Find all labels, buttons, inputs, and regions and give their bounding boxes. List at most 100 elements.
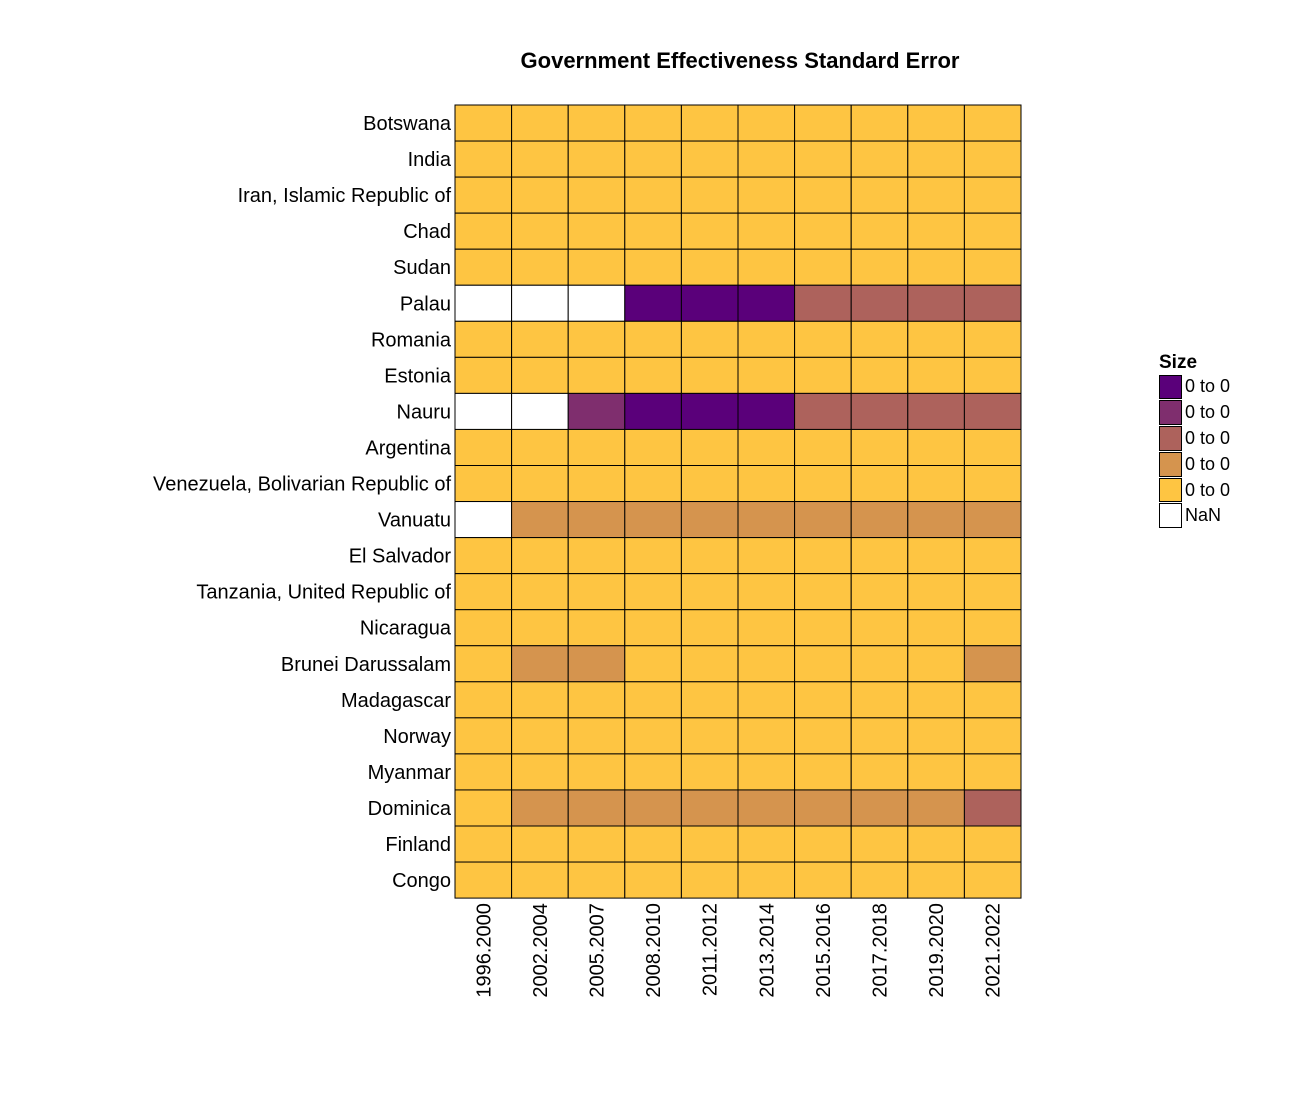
heatmap-cell (511, 681, 569, 719)
heatmap-cell (511, 717, 569, 755)
y-tick-label: Vanuatu (378, 510, 451, 532)
heatmap-cell (624, 573, 682, 611)
heatmap-cell (850, 212, 909, 250)
heatmap-cell (624, 428, 682, 467)
heatmap-cell (850, 284, 909, 322)
heatmap-cell (963, 645, 1022, 683)
y-tick-label: El Salvador (349, 546, 452, 568)
legend-label: 0 to 0 (1185, 427, 1231, 448)
legend-label: 0 to 0 (1185, 453, 1231, 474)
heatmap-cell (794, 465, 852, 503)
heatmap-cell (567, 140, 626, 178)
heatmap-cell (511, 789, 569, 827)
heatmap-cell (850, 825, 909, 863)
heatmap-cell (624, 681, 682, 719)
heatmap-cell (454, 356, 513, 394)
heatmap-cell (907, 789, 965, 827)
heatmap-cell (624, 501, 682, 539)
heatmap-cell (680, 681, 739, 719)
heatmap-cell (850, 573, 909, 611)
heatmap-cell (963, 609, 1022, 647)
legend: Size 0 to 0 0 to 0 0 to 0 0 to 0 0 to 0 NaN (1159, 351, 1230, 529)
heatmap-cell (511, 537, 569, 575)
y-tick-label: Madagascar (341, 690, 451, 712)
heatmap-cell (850, 428, 909, 467)
heatmap-cell (850, 609, 909, 647)
heatmap-cell (850, 248, 909, 286)
y-tick-label: Romania (371, 329, 452, 351)
heatmap-cell (511, 465, 569, 503)
heatmap-cell (680, 825, 739, 863)
heatmap-cell (454, 861, 513, 899)
legend-swatch (1159, 400, 1182, 426)
legend-swatch (1159, 451, 1182, 477)
heatmap-cell (794, 212, 852, 250)
heatmap-cell (680, 573, 739, 611)
y-tick-label: Myanmar (368, 762, 452, 784)
heatmap-cell (850, 645, 909, 683)
heatmap-cell (680, 428, 739, 467)
heatmap-cell (680, 645, 739, 683)
heatmap-cell (511, 392, 569, 430)
heatmap-cell (963, 573, 1022, 611)
x-tick-label: 2017.2018 (870, 903, 892, 998)
heatmap-cell (680, 465, 739, 503)
heatmap-cell (794, 753, 852, 791)
x-tick-label: 2021.2022 (983, 903, 1005, 998)
heatmap-cell (963, 717, 1022, 755)
heatmap-cell (737, 104, 796, 142)
heatmap-cell (680, 609, 739, 647)
heatmap-cell (794, 573, 852, 611)
y-tick-label: Estonia (384, 365, 452, 387)
heatmap-cell (454, 609, 513, 647)
heatmap-cell (850, 537, 909, 575)
y-tick-label: Dominica (368, 798, 452, 820)
legend-swatch (1159, 426, 1182, 451)
heatmap-cell (680, 140, 739, 178)
legend-items: 0 to 0 0 to 0 0 to 0 0 to 0 0 to 0 NaN (1159, 374, 1230, 529)
heatmap-cell (511, 212, 569, 250)
heatmap-cell (511, 320, 569, 358)
heatmap-cell (680, 501, 739, 539)
heatmap-cell (680, 789, 739, 827)
x-tick-label: 1996.2000 (473, 903, 495, 998)
y-tick-label: Botswana (363, 113, 452, 135)
heatmap-cell (794, 825, 852, 863)
heatmap-cell (454, 465, 513, 503)
heatmap-cell (511, 861, 569, 899)
heatmap-cell (680, 320, 739, 358)
heatmap-cell (850, 140, 909, 178)
legend-label: 0 to 0 (1185, 479, 1231, 500)
heatmap-cell (567, 320, 626, 358)
y-tick-label: Nicaragua (360, 618, 452, 640)
x-tick-label: 2019.2020 (926, 903, 948, 998)
heatmap-cell (567, 284, 626, 322)
heatmap-cell (850, 753, 909, 791)
heatmap-cell (511, 753, 569, 791)
y-tick-label: Sudan (393, 257, 451, 279)
heatmap-cell (511, 284, 569, 322)
heatmap-cell (794, 609, 852, 647)
heatmap-cell (624, 284, 682, 322)
heatmap-cell (567, 104, 626, 142)
heatmap-cell (567, 537, 626, 575)
heatmap-cell (511, 609, 569, 647)
heatmap-cell (737, 392, 796, 430)
heatmap-cell (454, 825, 513, 863)
heatmap-cell (737, 465, 796, 503)
heatmap-cell (963, 284, 1022, 322)
heatmap-cell (963, 681, 1022, 719)
heatmap-cell (511, 176, 569, 214)
y-tick-label: Congo (392, 870, 451, 892)
legend-swatch (1159, 374, 1182, 400)
heatmap-cell (624, 356, 682, 394)
y-tick-label: Finland (385, 834, 451, 856)
heatmap-cell (624, 789, 682, 827)
heatmap-cell (454, 248, 513, 286)
heatmap-cell (567, 825, 626, 863)
heatmap-cell (737, 573, 796, 611)
heatmap-cell (511, 248, 569, 286)
legend-swatch (1159, 503, 1182, 529)
heatmap-cell (907, 717, 965, 755)
